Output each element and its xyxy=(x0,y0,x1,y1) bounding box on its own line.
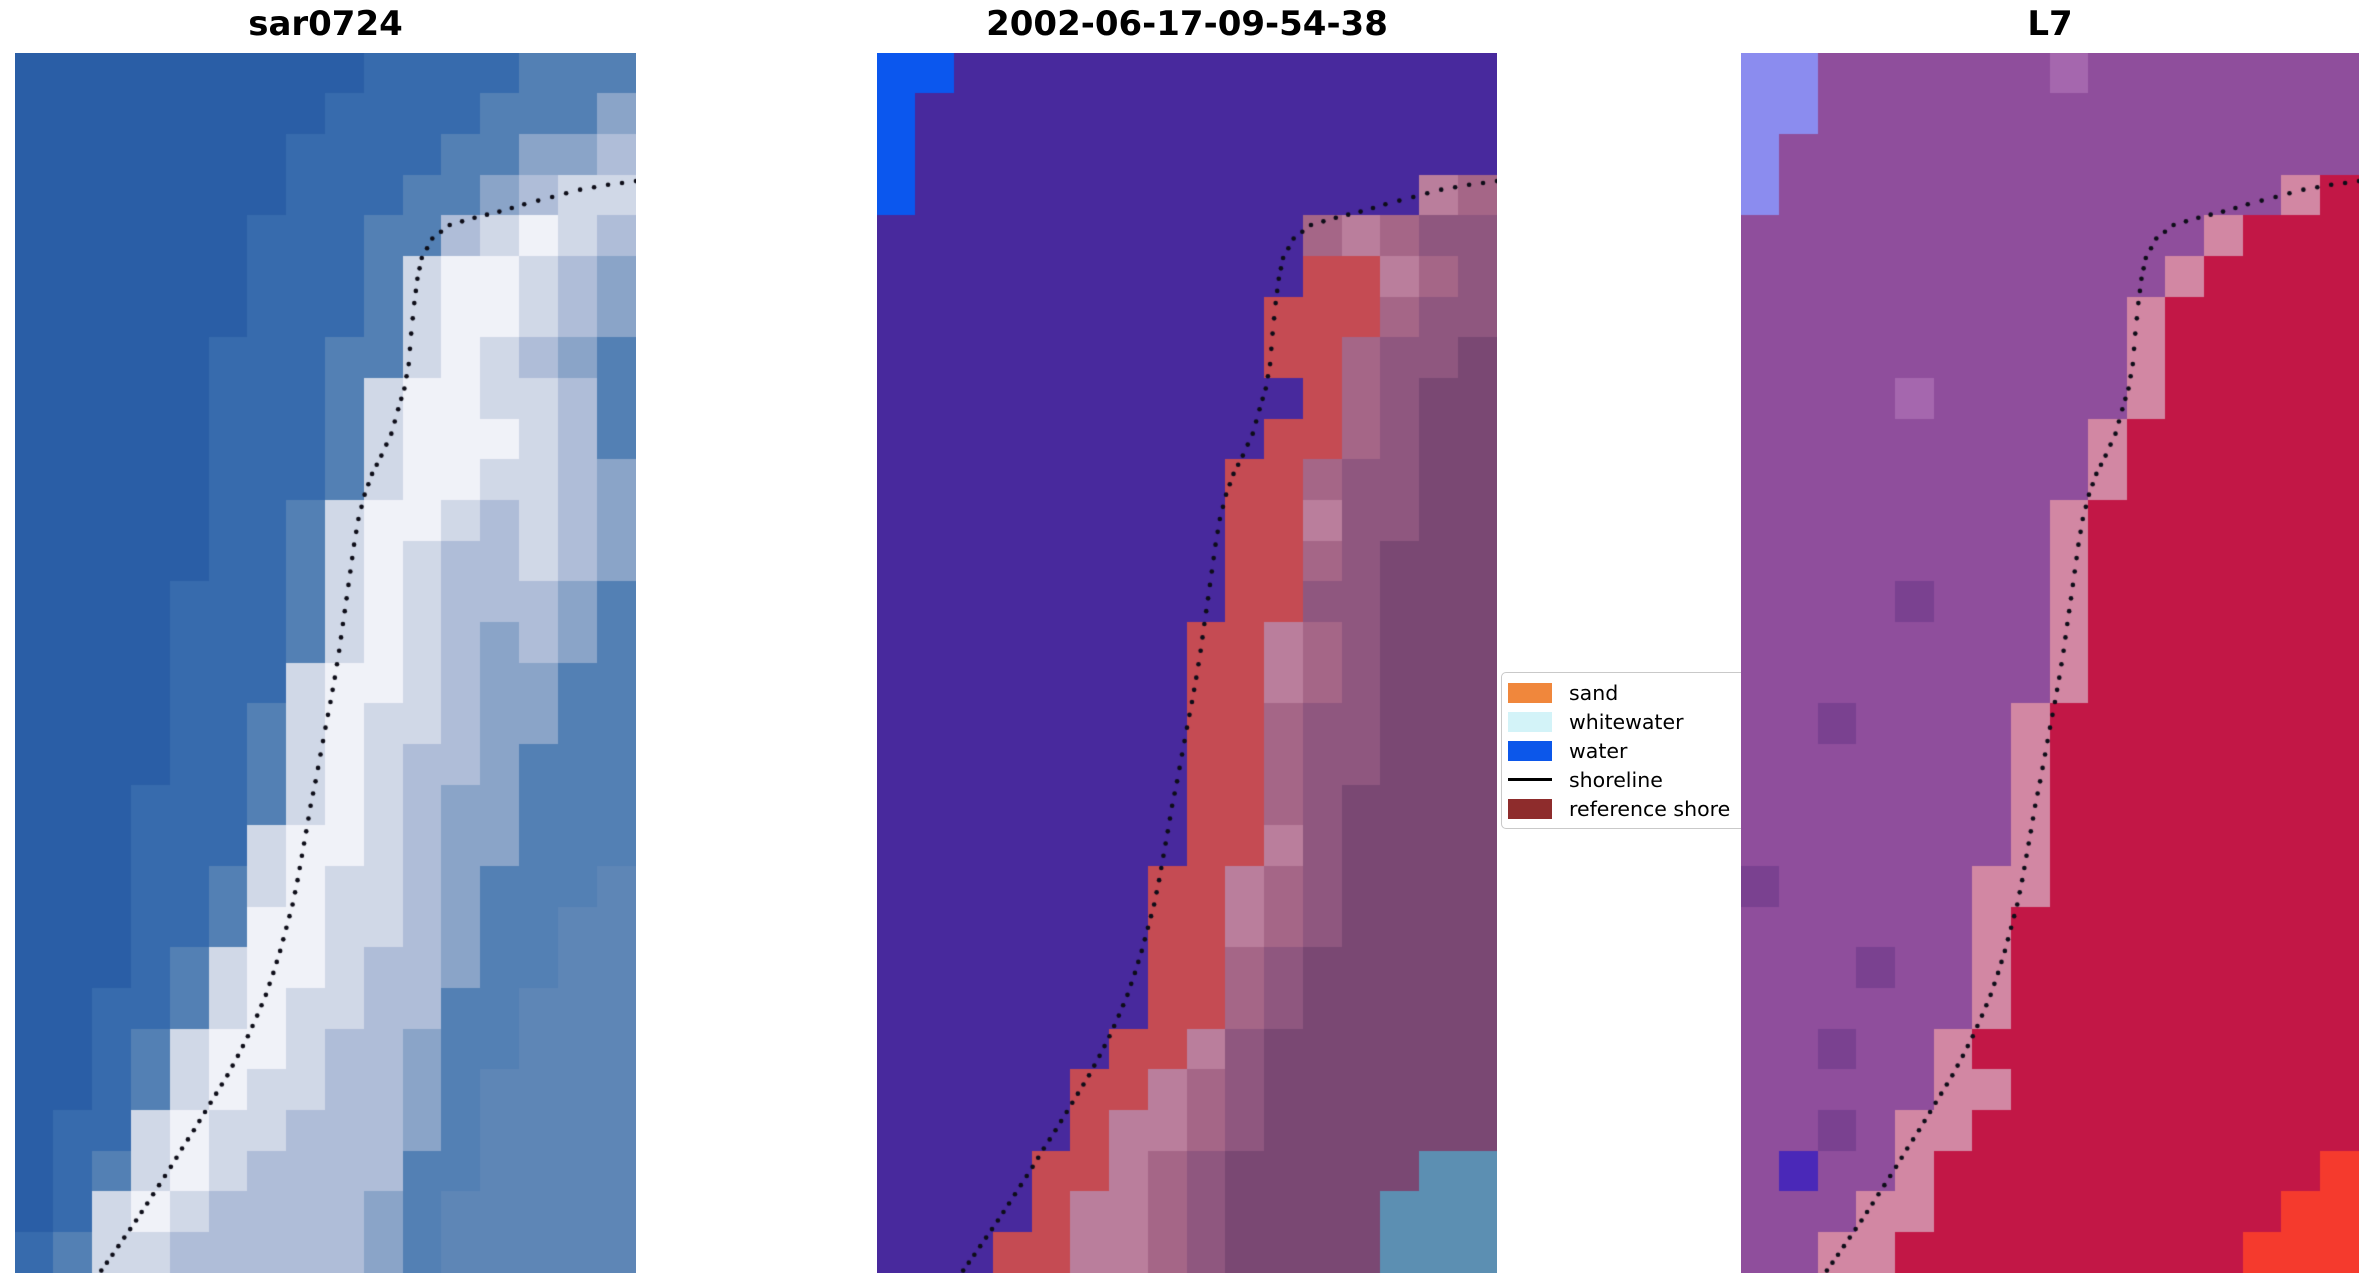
legend-label-shoreline: shoreline xyxy=(1569,767,1663,792)
panel-l7 xyxy=(1741,53,2359,1273)
legend-line-swatch-shoreline xyxy=(1508,778,1552,781)
legend-label-water: water xyxy=(1569,738,1628,763)
panel-title-l7: L7 xyxy=(2027,4,2073,44)
legend-item-reference-shore: reference shore xyxy=(1508,794,1758,823)
legend-label-reference-shore: reference shore xyxy=(1569,796,1731,821)
legend-swatch-water xyxy=(1508,740,1552,761)
panel-title-date: 2002-06-17-09-54-38 xyxy=(986,4,1388,44)
legend-swatch-whitewater xyxy=(1508,711,1552,732)
legend-swatch-reference-shore xyxy=(1508,798,1552,819)
legend-item-water: water xyxy=(1508,736,1758,765)
panel-image-0 xyxy=(15,53,636,1273)
legend: sand whitewater water shoreline reference sh… xyxy=(1501,672,1767,829)
panel-sar0724 xyxy=(15,53,636,1273)
legend-label-whitewater: whitewater xyxy=(1569,709,1684,734)
panel-image-1 xyxy=(877,53,1497,1273)
panel-image-2 xyxy=(1741,53,2359,1273)
legend-item-shoreline: shoreline xyxy=(1508,765,1758,794)
panel-classified-date xyxy=(877,53,1497,1273)
legend-swatch-sand xyxy=(1508,682,1552,703)
legend-item-whitewater: whitewater xyxy=(1508,707,1758,736)
legend-item-sand: sand xyxy=(1508,678,1758,707)
legend-items: sand whitewater water shoreline reference sh… xyxy=(1508,678,1758,823)
panel-title-sar0724: sar0724 xyxy=(248,4,403,44)
legend-label-sand: sand xyxy=(1569,680,1619,705)
